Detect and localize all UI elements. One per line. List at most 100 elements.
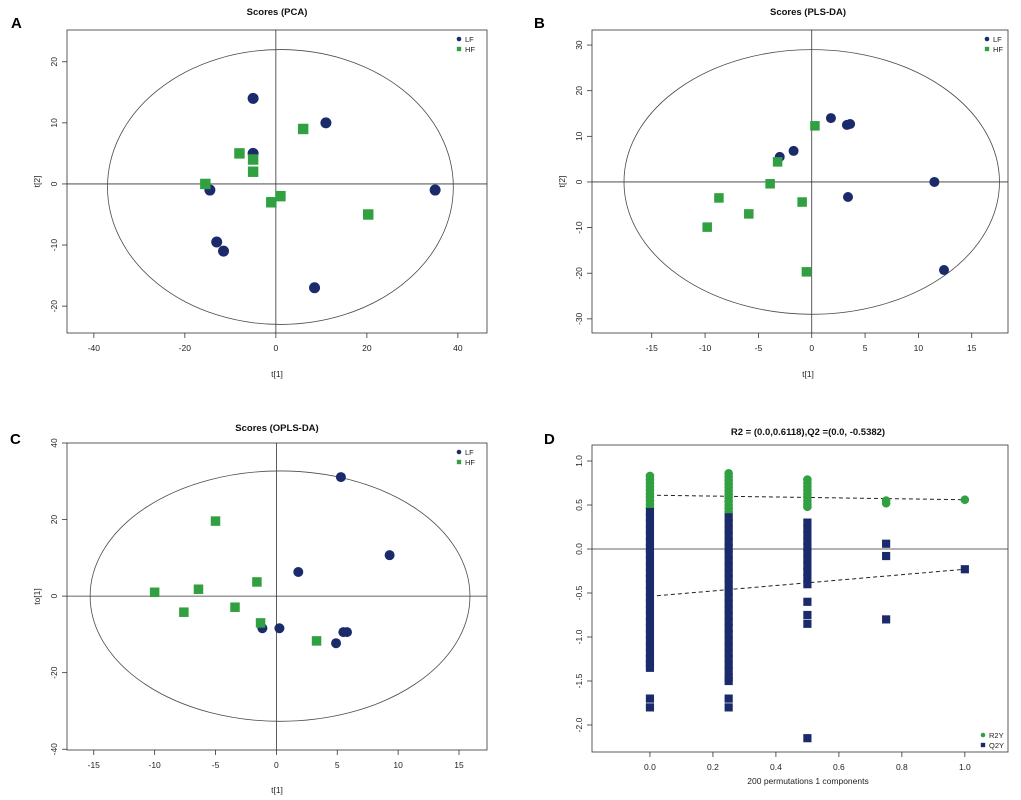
q2y-point — [724, 605, 733, 614]
q2y-point — [645, 544, 655, 553]
q2y-point — [724, 703, 733, 712]
q2y-point — [645, 617, 655, 627]
panel-label: B — [534, 15, 545, 32]
q2y-point — [724, 593, 733, 602]
r2y-point — [960, 495, 970, 505]
legend-marker-lf — [456, 36, 462, 42]
q2y-point — [645, 513, 655, 522]
x-tick-label: 0.6 — [833, 762, 845, 772]
q2y-point — [803, 530, 812, 540]
q2y-point — [724, 587, 733, 596]
q2y-point — [645, 703, 655, 712]
lf-point — [384, 550, 395, 561]
q2y-point — [645, 654, 655, 664]
q2y-point — [645, 599, 655, 608]
panel-b: B Scores (PLS-DA) -15 -10 -5 0 5 10 15 -30 -20 -10 0… — [534, 7, 1009, 379]
q2y-point — [645, 574, 655, 584]
legend-label-hf: HF — [993, 45, 1003, 54]
legend-marker-hf — [984, 46, 990, 52]
hf-point — [765, 179, 775, 189]
y-tick-label: -30 — [574, 312, 584, 325]
hf-point — [200, 178, 211, 190]
y-tick-label: -20 — [49, 666, 59, 679]
hf-point — [363, 209, 374, 220]
lf-point — [218, 245, 230, 257]
hf-point — [744, 209, 754, 219]
x-axis-label: t[1] — [271, 369, 283, 379]
lf-point — [845, 119, 856, 130]
y-tick-label: 0 — [574, 179, 584, 184]
x-tick-label: -5 — [755, 343, 763, 353]
x-tick-label: 0.8 — [896, 762, 908, 772]
hf-point — [247, 166, 259, 177]
chart-title: Scores (PLS-DA) — [770, 7, 846, 18]
lf-point — [331, 638, 342, 649]
hf-point — [797, 197, 807, 207]
r2y-point — [803, 502, 812, 512]
x-tick-label: -15 — [646, 343, 659, 353]
q2y-point — [724, 574, 733, 584]
hf-point — [266, 197, 277, 208]
q2y-point — [803, 549, 812, 558]
q2y-point — [803, 573, 812, 583]
x-tick-label: 10 — [393, 760, 403, 770]
y-tick-label: -40 — [49, 743, 59, 756]
y-axis-label: to[1] — [32, 588, 42, 605]
q2y-point — [724, 556, 733, 565]
q2y-point — [724, 667, 733, 676]
q2y-point — [645, 642, 655, 651]
q2y-point — [803, 537, 812, 546]
q2y-point — [724, 599, 733, 608]
hf-point — [772, 157, 783, 167]
q2y-point — [724, 642, 733, 651]
lf-point — [939, 265, 949, 276]
chart-title: Scores (OPLS-DA) — [235, 423, 318, 434]
lf-point — [335, 472, 346, 483]
legend-marker-hf — [456, 459, 462, 465]
q2y-regression-line — [649, 568, 965, 597]
q2y-point — [803, 561, 812, 570]
x-axis-label: t[1] — [271, 785, 283, 795]
hf-point — [255, 618, 266, 628]
q2y-point — [803, 580, 812, 589]
q2y-point — [803, 610, 812, 620]
x-tick-label: 0.2 — [707, 762, 719, 772]
r2y-point — [881, 498, 891, 508]
legend-label-r2y: R2Y — [989, 731, 1004, 740]
q2y-point — [645, 605, 655, 614]
x-tick-label: 15 — [967, 343, 977, 353]
y-tick-label: 10 — [49, 118, 59, 128]
y-tick-label: -0.5 — [574, 585, 584, 600]
plot-frame — [591, 29, 1009, 334]
legend-label-lf: LF — [993, 35, 1002, 44]
hf-point — [801, 267, 812, 277]
q2y-point — [724, 562, 733, 571]
x-tick-label: 20 — [362, 343, 372, 353]
hf-point — [252, 577, 262, 587]
q2y-point — [645, 556, 655, 565]
chart-title: Scores (PCA) — [247, 7, 308, 18]
lf-point — [293, 567, 304, 578]
panel-label: C — [10, 431, 21, 448]
q2y-point — [724, 531, 733, 540]
q2y-point — [645, 531, 655, 540]
hf-point — [193, 584, 204, 594]
q2y-point — [724, 550, 733, 559]
x-tick-label: -20 — [179, 343, 192, 353]
q2y-point — [645, 593, 655, 602]
plot-frame — [66, 29, 488, 334]
q2y-point — [645, 550, 655, 559]
y-tick-label: 30 — [574, 40, 584, 50]
q2y-point — [645, 562, 655, 571]
q2y-point — [645, 659, 655, 668]
hf-point — [179, 607, 189, 617]
x-axis-label: t[1] — [802, 369, 814, 379]
q2y-point — [645, 636, 655, 645]
hf-point — [810, 121, 820, 131]
x-tick-label: 0.0 — [644, 762, 656, 772]
q2y-point — [724, 525, 733, 534]
q2y-point — [803, 567, 812, 576]
legend-label-lf: LF — [465, 448, 474, 457]
q2y-point — [724, 636, 733, 645]
